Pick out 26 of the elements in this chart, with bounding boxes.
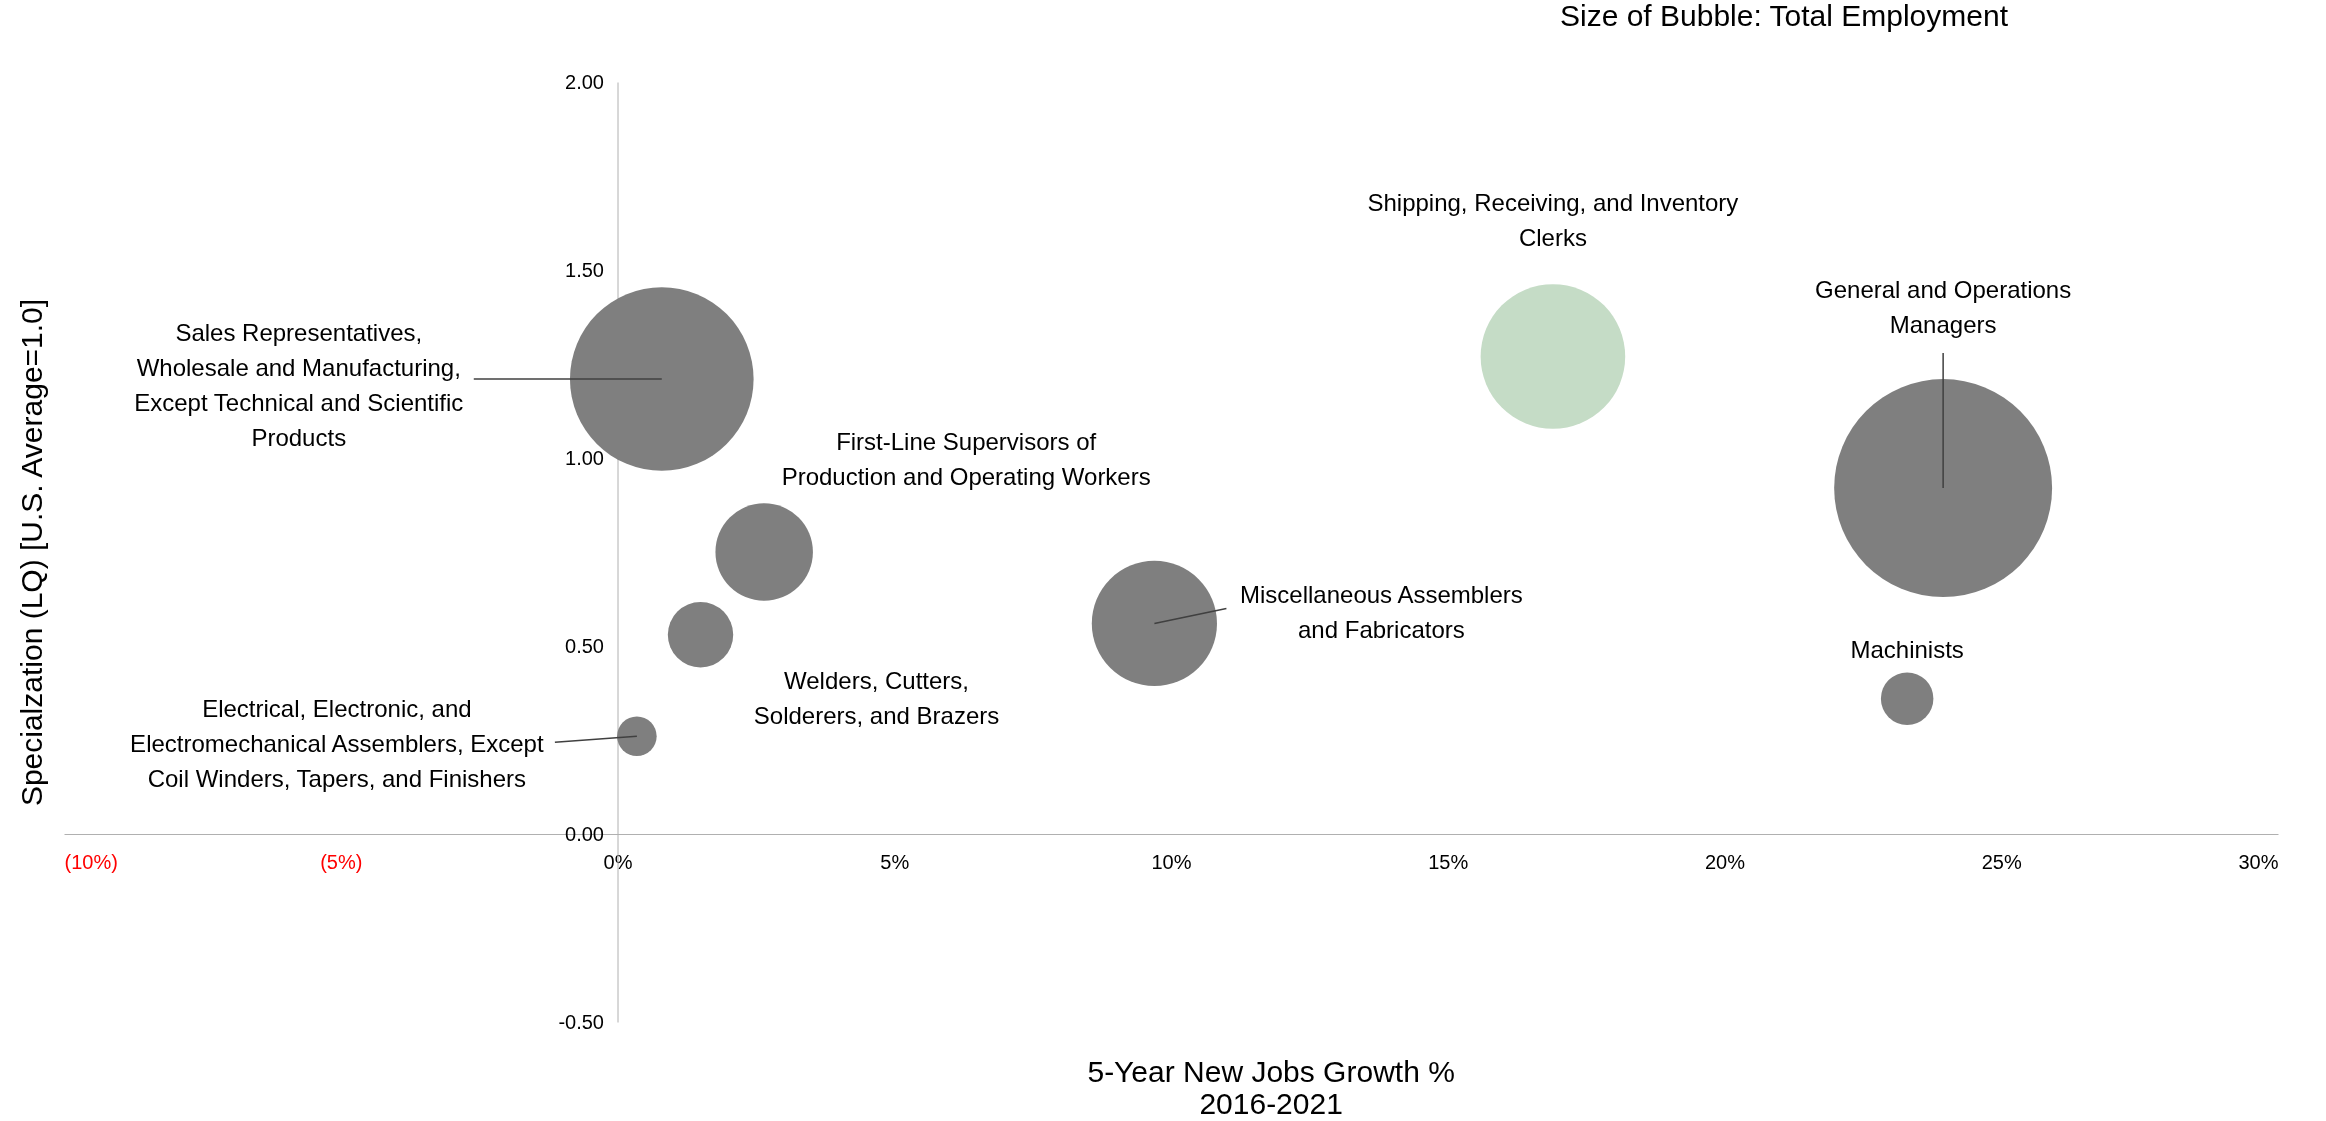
x-tick-label: 20% (1704, 850, 1746, 873)
x-tick-label: (5%) (320, 850, 363, 873)
y-tick-label: 2.00 (565, 70, 604, 93)
series-label: First-Line Supervisors of Production and Operating Workers (781, 427, 1151, 490)
series-label: Machinists (1850, 635, 1964, 663)
series-label: Miscellaneous Assemblers and Fabricators (1240, 580, 1523, 643)
text: Shipping, Receiving, and Inventory Clerks (1367, 188, 1739, 251)
text: Sales Representatives, Wholesale and Manufacturing, Except Technical and Scientific Products (134, 318, 464, 451)
x-tick-label: 10% (1151, 850, 1192, 873)
x-axis-title: 5-Year New Jobs Growth % 2016-2021 (1087, 1054, 1455, 1120)
y-tick-label: 0.50 (565, 634, 604, 657)
y-axis-title: Specialzation (LQ) [U.S. Average=1.0] (14, 298, 48, 807)
y-tick-label: -0.50 (558, 1010, 604, 1033)
x-tick-label: 25% (1981, 850, 2022, 873)
x-tick-label: 30% (2238, 850, 2279, 873)
y-tick-label: 1.50 (565, 258, 604, 281)
x-tick-label: (10%) (64, 850, 118, 873)
x-tick-label: 0% (603, 850, 633, 873)
y-tick-label: 1.00 (565, 446, 604, 469)
series-label: Welders, Cutters, Solderers, and Brazers (753, 667, 1000, 730)
x-tick-label: 5% (880, 850, 910, 873)
text: General and Operations Managers (1815, 275, 2072, 338)
x-tick-label: 15% (1428, 850, 1469, 873)
text: Electrical, Electronic, and Electromechanical Assemblers, Except Coil Winders, Tapers, and Finishers (130, 695, 544, 793)
chart-title: Size of Bubble: Total Employment (1559, 0, 2009, 32)
y-tick-label: 0.00 (565, 822, 604, 845)
